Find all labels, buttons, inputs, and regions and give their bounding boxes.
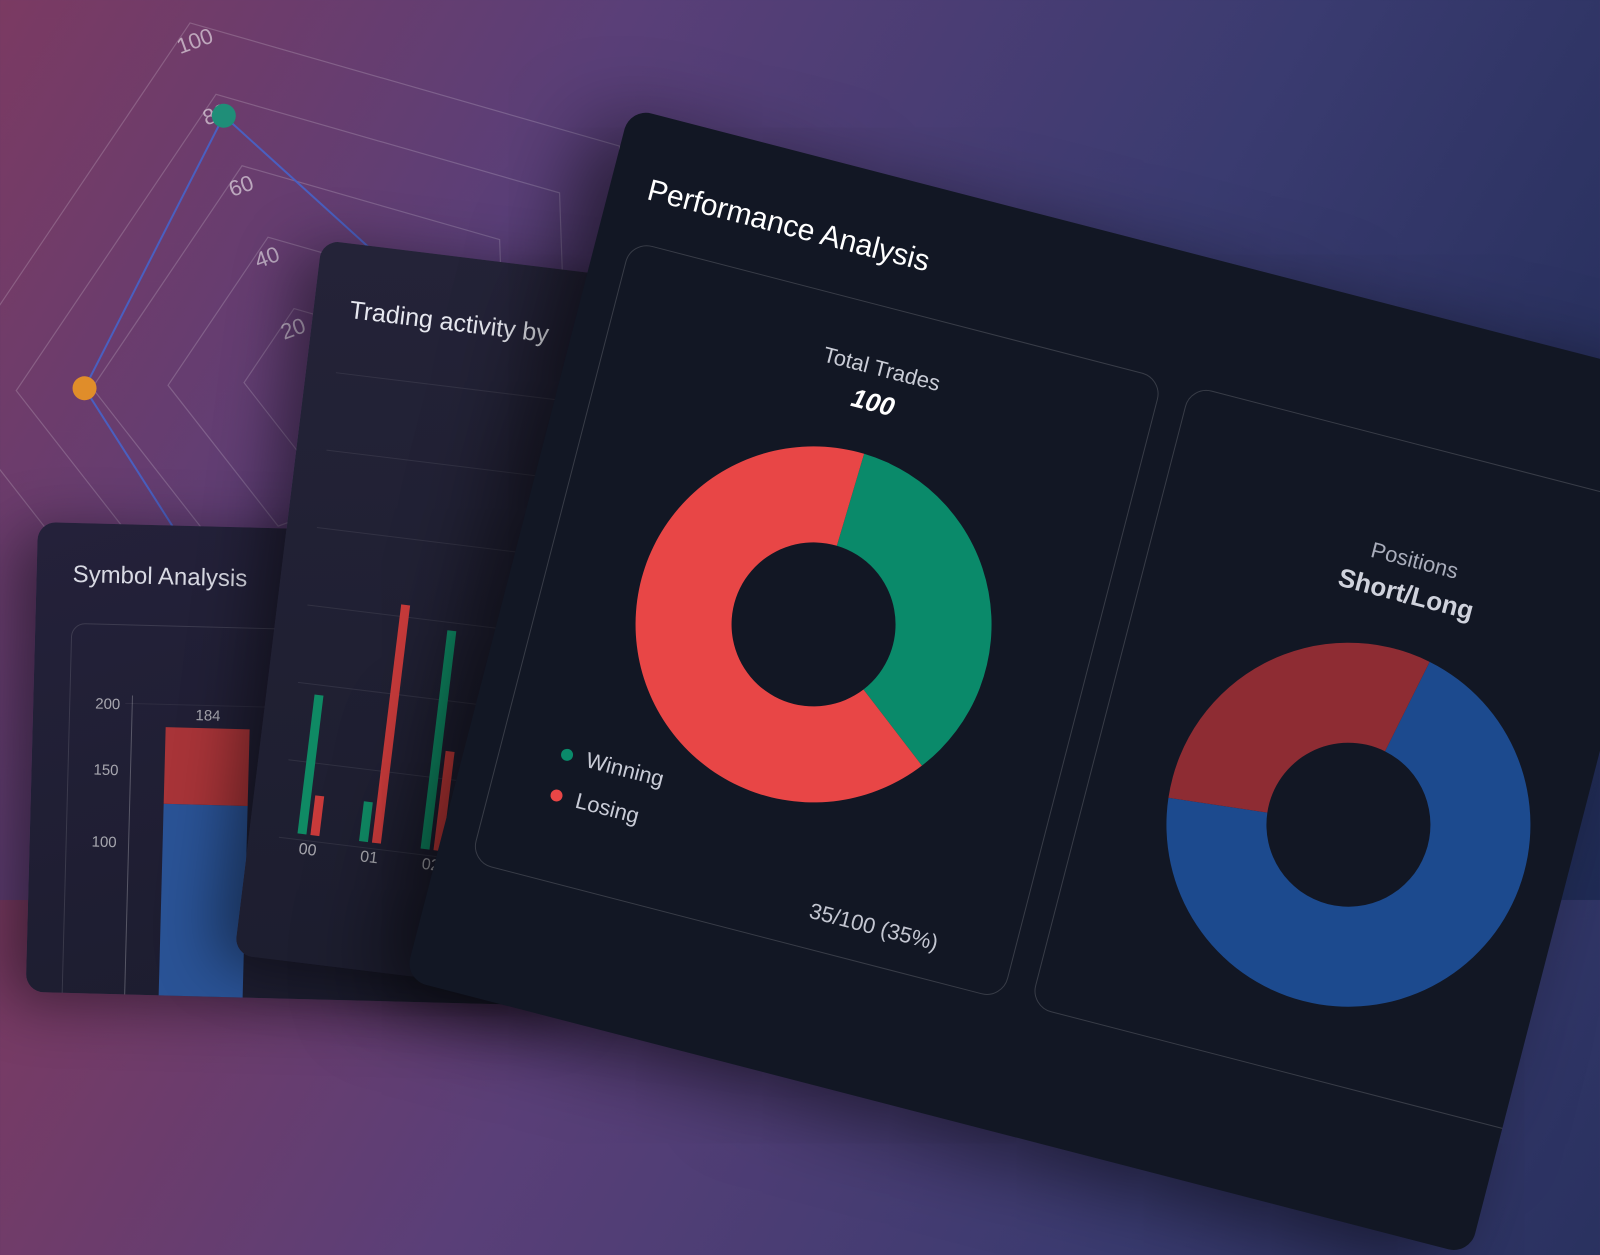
radar-series bbox=[72, 103, 426, 545]
donut-slice-long bbox=[1168, 642, 1430, 813]
symbol-analysis-title: Symbol Analysis bbox=[72, 560, 248, 593]
symbol-bars bbox=[157, 727, 250, 1007]
symbol-bar-short bbox=[157, 803, 248, 1007]
symbol-bar-total-label: 184 bbox=[195, 707, 220, 725]
radar-series-line-lower bbox=[83, 387, 185, 545]
activity-bar-losing-01 bbox=[371, 604, 411, 844]
winning-dot-icon bbox=[559, 747, 575, 763]
activity-x-label-00: 00 bbox=[298, 841, 318, 860]
symbol-y-tick-150: 150 bbox=[93, 762, 118, 780]
radar-point-green bbox=[211, 103, 236, 128]
donut-slice-losing bbox=[635, 446, 922, 803]
donut-slice-winning bbox=[836, 453, 992, 766]
activity-bar-winning-02 bbox=[420, 630, 457, 850]
activity-x-labels: 00 01 02 bbox=[298, 841, 441, 875]
activity-x-label-01: 01 bbox=[359, 848, 379, 867]
total-trades-panel: Total Trades 100 Winning Losing 35/100 (… bbox=[470, 240, 1164, 1000]
total-trades-donut-chart bbox=[635, 446, 992, 803]
symbol-y-tick-200: 200 bbox=[95, 696, 120, 714]
radar-tick-40: 40 bbox=[251, 241, 283, 273]
losing-dot-icon bbox=[549, 788, 564, 803]
activity-bar-winning-00 bbox=[297, 694, 324, 835]
activity-bar-losing-02 bbox=[433, 750, 455, 852]
activity-bar-losing-00 bbox=[310, 795, 325, 837]
activity-bars bbox=[297, 604, 457, 852]
activity-bar-winning-01 bbox=[359, 801, 373, 843]
radar-tick-60: 60 bbox=[225, 170, 257, 202]
symbol-y-tick-100: 100 bbox=[91, 834, 116, 852]
radar-point-orange bbox=[72, 376, 97, 401]
symbol-bar-long bbox=[163, 727, 250, 806]
radar-tick-20: 20 bbox=[277, 313, 309, 345]
